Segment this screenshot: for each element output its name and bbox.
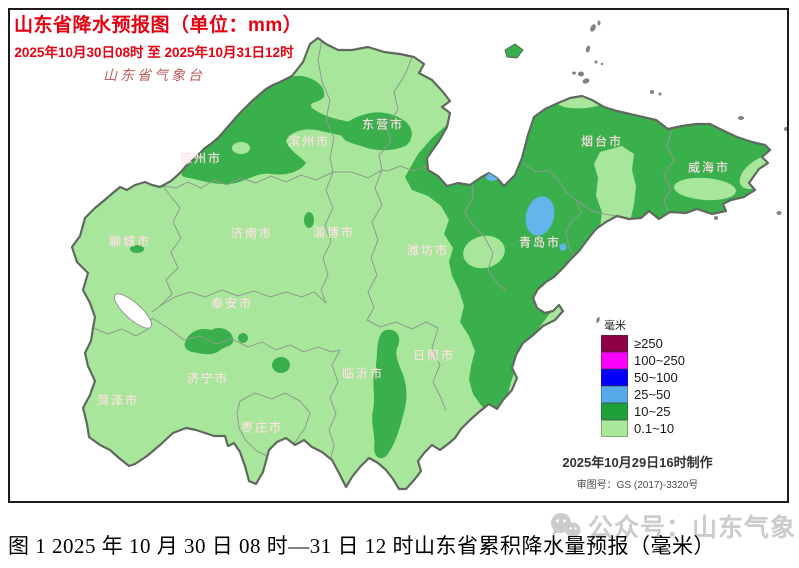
city-label-6: 济南市	[230, 226, 274, 241]
map-frame	[8, 8, 789, 503]
legend-label-5: 0.1~10	[634, 421, 675, 436]
lake-dongping	[113, 293, 153, 329]
city-label-2: 东营市	[361, 117, 405, 132]
map-title-block: 山东省降水预报图（单位：mm） 2025年10月30日08时 至 2025年10…	[14, 14, 303, 85]
legend-rows: ≥250 100~250 50~100 25~50 10~25 0.1~10	[601, 335, 685, 437]
legend-row-0: ≥250	[601, 335, 685, 352]
legend-swatch-3	[601, 386, 628, 403]
city-label-3: 烟台市	[580, 134, 624, 149]
legend-row-1: 100~250	[601, 352, 685, 369]
review-number: 审图号：GS (2017)-3320号	[576, 480, 699, 491]
legend-label-1: 100~250	[634, 353, 685, 368]
watermark-text: 公众号：山东气象	[588, 514, 797, 542]
wechat-icon	[551, 513, 581, 538]
legend-swatch-2	[601, 369, 628, 386]
legend-swatch-4	[601, 403, 628, 420]
city-label-10: 泰安市	[210, 296, 254, 311]
credits-block: 2025年10月29日16时制作 审图号：GS (2017)-3320号	[545, 452, 730, 491]
city-label-9: 青岛市	[518, 235, 562, 250]
legend-row-5: 0.1~10	[601, 420, 685, 437]
city-label-14: 临沂市	[341, 366, 385, 381]
city-label-13: 枣庄市	[240, 420, 284, 435]
legend-title: 毫米	[604, 320, 626, 332]
figure-caption: 图 1 2025 年 10 月 30 日 08 时—31 日 12 时山东省累积…	[8, 534, 715, 558]
made-time: 2025年10月29日16时制作	[562, 455, 713, 470]
city-label-11: 菏泽市	[96, 393, 140, 408]
map-title: 山东省降水预报图（单位：mm）	[14, 15, 303, 36]
city-label-15: 日照市	[412, 348, 456, 363]
legend-label-0: ≥250	[634, 336, 663, 351]
map-valid-period: 2025年10月30日08时 至 2025年10月31日12时	[14, 45, 294, 60]
legend-row-2: 50~100	[601, 369, 685, 386]
city-boundaries	[92, 39, 675, 459]
city-label-7: 淄博市	[312, 225, 356, 240]
legend-row-4: 10~25	[601, 403, 685, 420]
legend-swatch-5	[601, 420, 628, 437]
legend: 毫米 ≥250 100~250 50~100 25~50 10~25 0.1~10	[601, 317, 685, 437]
legend-label-2: 50~100	[634, 370, 678, 385]
city-label-4: 威海市	[687, 160, 731, 175]
legend-label-4: 10~25	[634, 404, 671, 419]
watermark: 公众号：山东气象	[548, 508, 796, 544]
city-label-5: 聊城市	[108, 234, 152, 249]
city-label-1: 滨州市	[287, 134, 331, 149]
legend-row-3: 25~50	[601, 386, 685, 403]
city-label-12: 济宁市	[186, 371, 230, 386]
province-outline	[70, 36, 772, 491]
city-label-0: 德州市	[179, 151, 223, 166]
legend-label-3: 25~50	[634, 387, 671, 402]
legend-swatch-1	[601, 352, 628, 369]
city-label-8: 潍坊市	[406, 243, 450, 258]
map-agency: 山东省气象台	[103, 69, 205, 84]
legend-swatch-0	[601, 335, 628, 352]
